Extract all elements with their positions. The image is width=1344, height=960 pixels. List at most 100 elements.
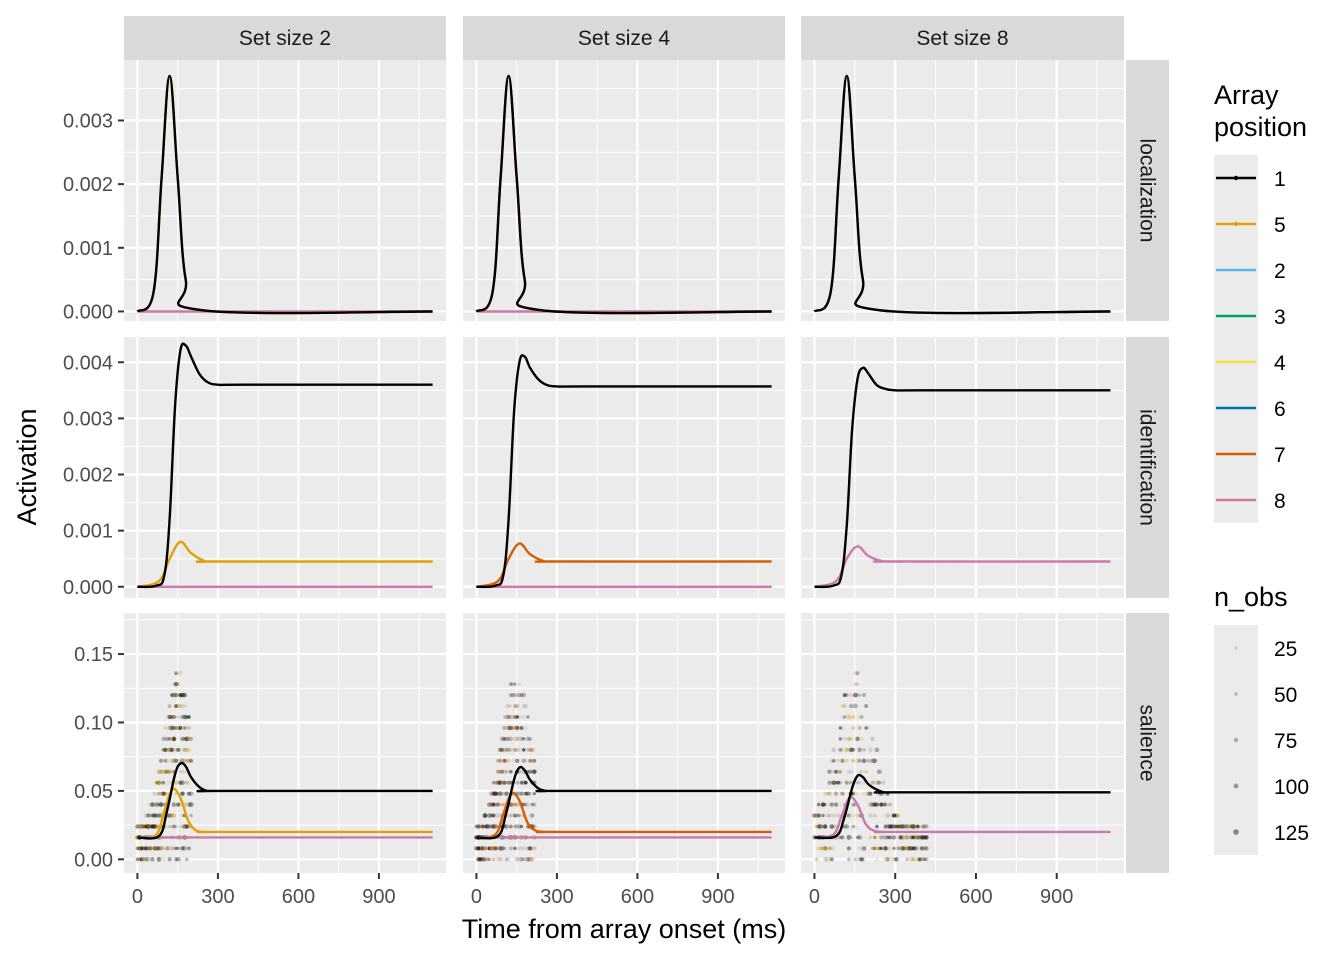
observation-point [163, 791, 168, 796]
observation-point [495, 802, 500, 807]
observation-point [905, 857, 909, 862]
observation-point [821, 802, 826, 807]
observation-point [495, 813, 501, 818]
observation-point [879, 835, 884, 840]
observation-point [883, 846, 888, 851]
observation-point [916, 835, 920, 840]
observation-point [521, 856, 526, 862]
observation-point [169, 725, 175, 731]
observation-point [842, 693, 847, 697]
observation-point [178, 670, 183, 676]
observation-point [171, 714, 176, 720]
observation-point [832, 769, 836, 774]
observation-point [525, 736, 531, 742]
legend-item-label: 6 [1274, 398, 1286, 421]
observation-point [145, 824, 151, 829]
observation-point [517, 692, 522, 698]
observation-point [171, 758, 177, 764]
legend-title-line1: Array [1214, 80, 1279, 110]
observation-point [829, 813, 834, 818]
observation-point [189, 736, 194, 741]
observation-point [135, 857, 140, 862]
observation-point [508, 813, 513, 818]
observation-point [150, 802, 155, 807]
observation-point [174, 758, 179, 763]
observation-point [515, 715, 519, 719]
observation-point [898, 824, 903, 829]
observation-point [889, 835, 895, 840]
y-tick-label: 0.00 [74, 849, 113, 871]
observation-point [480, 824, 485, 829]
observation-point [902, 824, 907, 829]
observation-point [137, 846, 142, 851]
observation-point [892, 846, 896, 851]
observation-point [497, 791, 503, 796]
observation-point [511, 693, 515, 697]
series-group-salience-set-size-8 [814, 773, 1111, 840]
observation-point [493, 846, 498, 851]
observation-point [924, 824, 929, 829]
observation-point [146, 857, 151, 862]
observation-point [480, 857, 486, 862]
observation-point [184, 824, 189, 829]
observation-point [833, 791, 839, 797]
observation-point [924, 835, 929, 840]
observation-point [137, 846, 142, 851]
observation-point [879, 802, 884, 807]
observation-point [502, 758, 507, 763]
observation-point [834, 770, 838, 774]
observation-point [916, 824, 920, 829]
observation-point [161, 748, 165, 752]
series-group-localization-set-size-4 [475, 74, 772, 315]
observation-point [502, 747, 507, 753]
observation-point [172, 824, 176, 829]
size-legend-title: n_obs [1214, 582, 1288, 612]
observation-point [489, 791, 494, 796]
observation-point [156, 791, 161, 796]
observation-point [154, 824, 159, 829]
observation-point [816, 802, 821, 807]
observation-point [902, 846, 907, 851]
observation-point [485, 857, 489, 862]
observation-point [524, 791, 528, 796]
observation-point [812, 813, 817, 818]
observation-point [161, 791, 165, 796]
observation-point [883, 802, 888, 807]
observation-point [831, 780, 837, 786]
observation-point [844, 758, 849, 763]
observation-point [167, 725, 172, 731]
observation-point [502, 780, 507, 785]
observation-point [150, 813, 155, 818]
observation-point [853, 857, 858, 862]
observation-point [493, 791, 499, 797]
observation-point [148, 824, 153, 829]
observation-point [169, 747, 174, 753]
legend-item-position-4: 4 [1216, 352, 1286, 375]
observation-point [901, 846, 905, 851]
observation-point [176, 682, 180, 686]
n-obs-legend: n_obs 25 50 75 100 125 [1214, 582, 1309, 855]
observation-point [519, 791, 524, 796]
observation-point [487, 846, 492, 851]
observation-point [881, 835, 886, 840]
observation-point [919, 846, 925, 851]
observation-point [896, 857, 901, 862]
observation-point [900, 824, 905, 829]
observation-point [872, 758, 878, 764]
observation-point [873, 802, 877, 807]
observation-point [522, 737, 526, 741]
legend-item-position-1: 1 [1216, 168, 1286, 191]
observation-point [150, 813, 155, 818]
x-tick-label: 600 [621, 886, 654, 908]
observation-point [493, 846, 498, 851]
observation-point [489, 846, 494, 851]
observation-point [187, 737, 191, 741]
observation-point [169, 725, 174, 730]
observation-point [514, 725, 520, 731]
series-group-identification-set-size-8 [814, 366, 1111, 589]
observation-point [512, 736, 518, 742]
observation-point [892, 835, 896, 840]
observation-point [836, 780, 841, 785]
observation-point [491, 824, 496, 829]
